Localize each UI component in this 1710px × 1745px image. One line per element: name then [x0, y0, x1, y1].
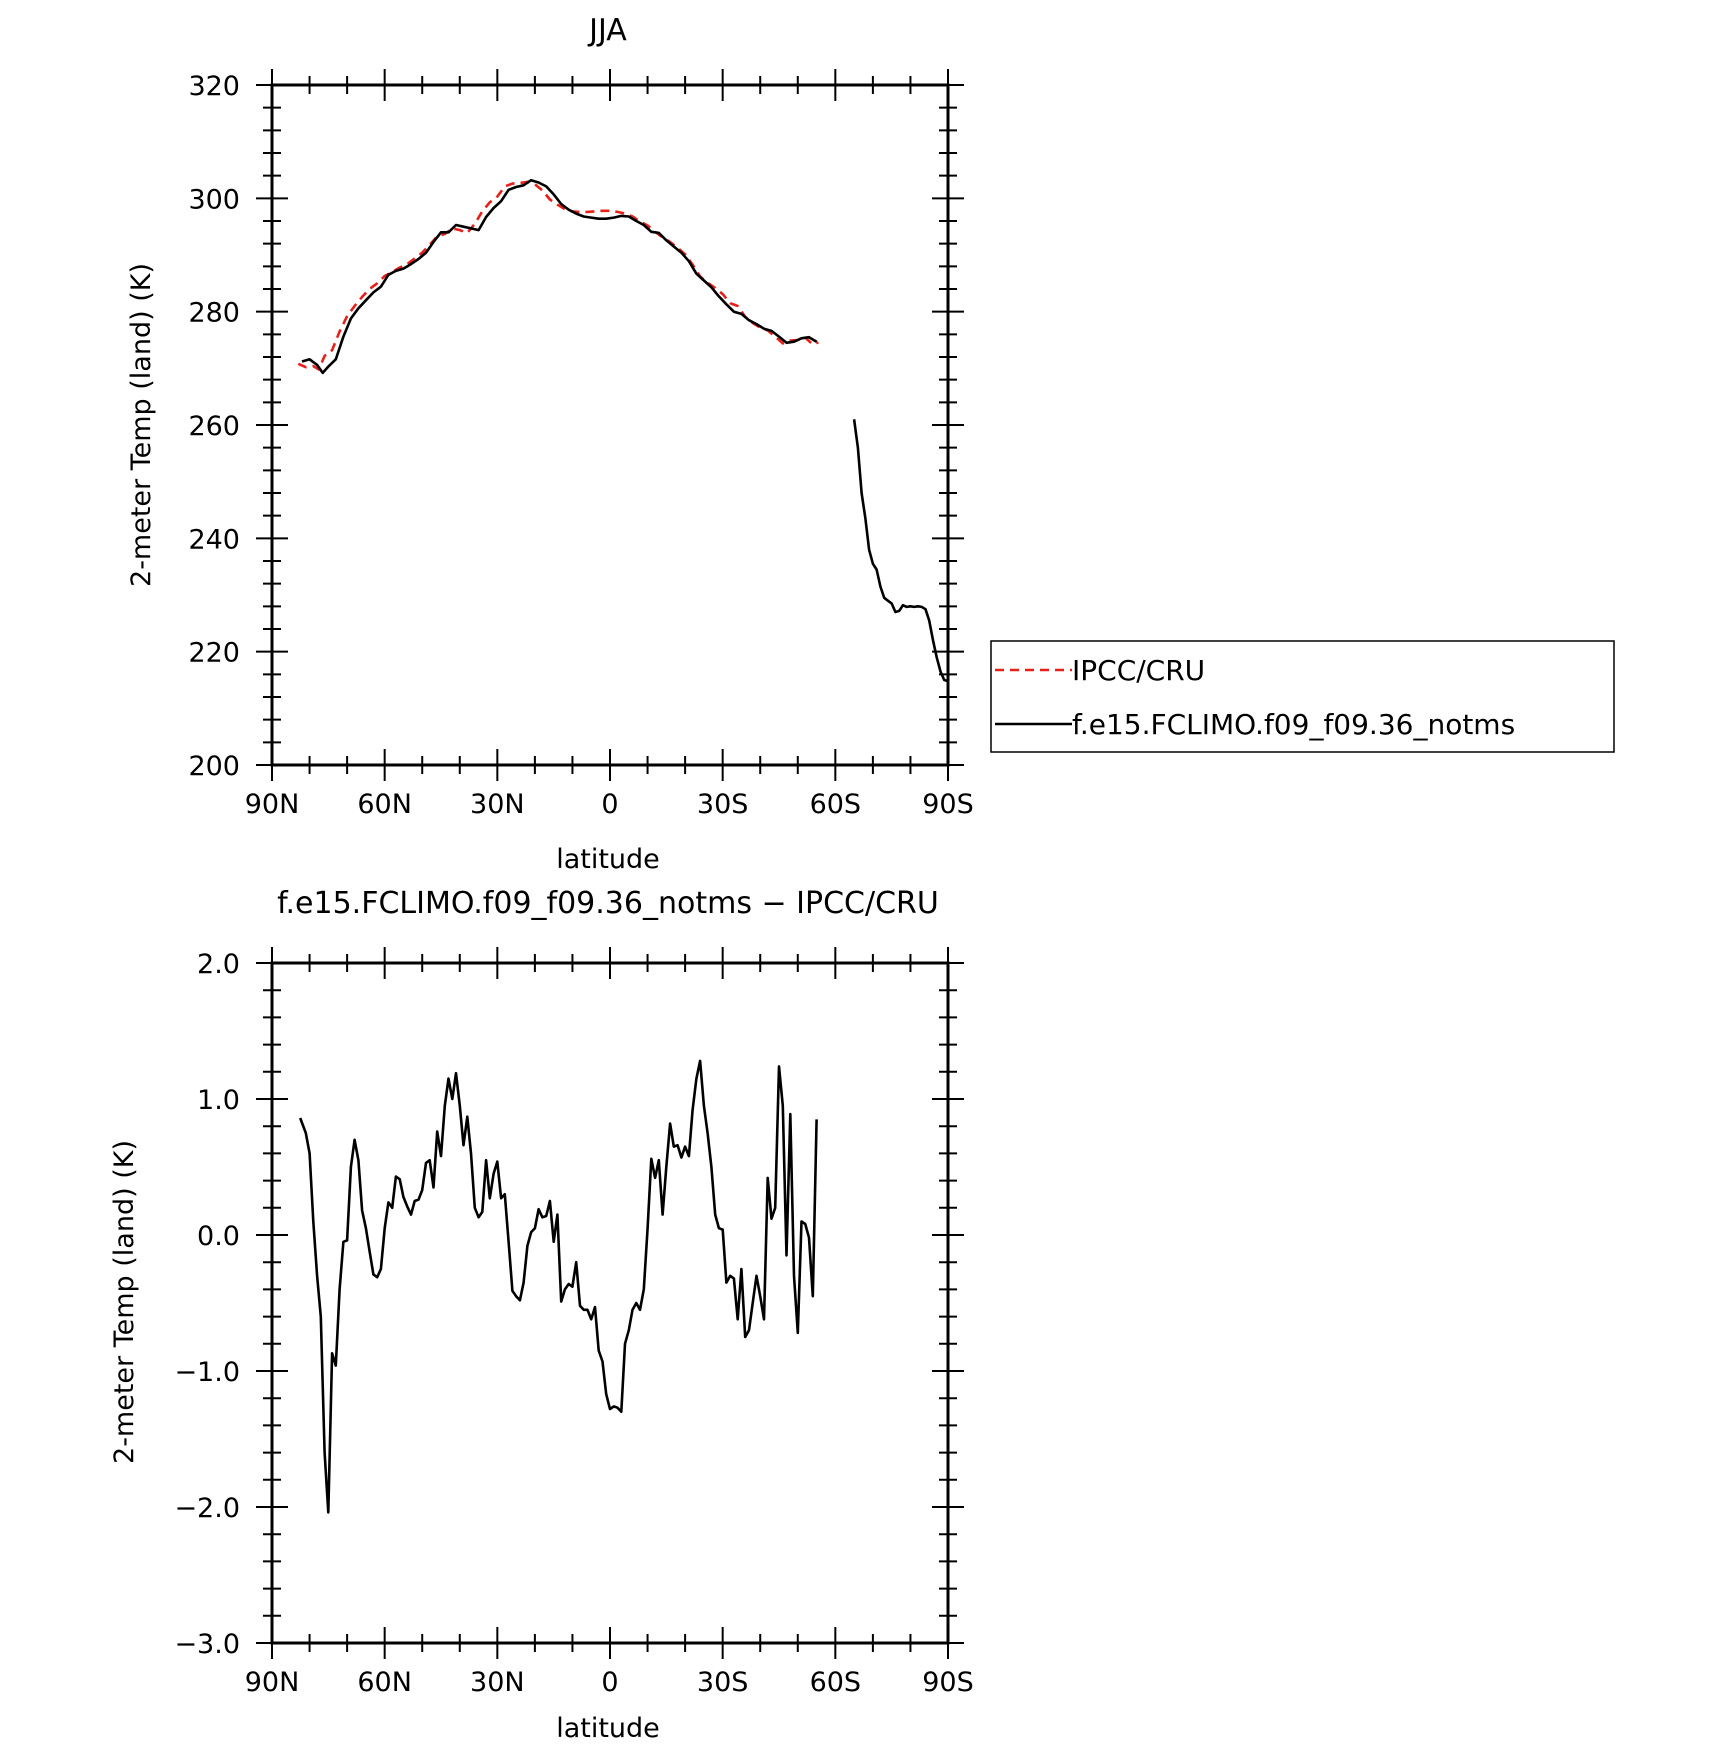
x-tick-label: 90S	[922, 789, 974, 820]
legend: IPCC/CRU f.e15.FCLIMO.f09_f09.36_notms	[990, 640, 1615, 753]
bottom-panel-series	[298, 1059, 818, 1514]
y-tick-label: 260	[188, 411, 240, 442]
x-tick-label: 30S	[697, 789, 749, 820]
y-tick-label: 0.0	[197, 1221, 240, 1252]
top-panel-frame	[270, 83, 950, 767]
y-tick-label: 240	[188, 524, 240, 555]
bottom-panel-ylabel: 2-meter Temp (land) (K)	[109, 1140, 140, 1464]
series-line-1-0	[298, 1059, 818, 1514]
series-line-0-2	[852, 419, 949, 683]
x-tick-label: 0	[601, 1667, 618, 1698]
y-tick-label: 280	[188, 298, 240, 329]
x-tick-label: 90N	[245, 789, 300, 820]
y-tick-label: 300	[188, 184, 240, 215]
y-tick-label: 220	[188, 638, 240, 669]
bottom-panel-title: f.e15.FCLIMO.f09_f09.36_notms − IPCC/CRU	[277, 886, 939, 921]
y-tick-label: −3.0	[174, 1629, 240, 1660]
y-tick-label: 2.0	[197, 949, 240, 980]
x-tick-label: 0	[601, 789, 618, 820]
top-panel-series	[297, 178, 949, 683]
x-tick-label: 30N	[470, 1667, 525, 1698]
legend-box	[990, 640, 1615, 753]
x-tick-label: 30N	[470, 789, 525, 820]
x-tick-label: 60S	[810, 789, 862, 820]
top-panel: JJA latitude 2-meter Temp (land) (K) 200…	[126, 13, 1615, 875]
series-line-0-1	[301, 178, 818, 375]
x-tick-label: 90N	[245, 1667, 300, 1698]
bottom-panel-xlabel: latitude	[556, 1713, 660, 1744]
bottom-panel-frame	[270, 961, 950, 1645]
y-tick-label: −1.0	[174, 1357, 240, 1388]
y-tick-label: 320	[188, 71, 240, 102]
y-tick-label: 200	[188, 751, 240, 782]
x-tick-label: 90S	[922, 1667, 974, 1698]
legend-entry-ipcc-cru: IPCC/CRU	[1072, 654, 1205, 687]
y-tick-label: 1.0	[197, 1085, 240, 1116]
y-tick-label: −2.0	[174, 1493, 240, 1524]
x-tick-label: 60S	[810, 1667, 862, 1698]
legend-entry-model: f.e15.FCLIMO.f09_f09.36_notms	[1072, 708, 1515, 741]
bottom-panel-ticks: −3.0 −2.0 −1.0 0.0 1.0 2.0 90N 60N 30N 0 30S 60S 90S	[174, 947, 974, 1698]
x-tick-label: 60N	[357, 1667, 412, 1698]
top-panel-ylabel: 2-meter Temp (land) (K)	[126, 263, 157, 587]
top-panel-ticks: 200 220 240 260 280 300 320 90N 60N 30N 0 30S 60S 90S	[188, 69, 974, 820]
top-panel-xlabel: latitude	[556, 844, 660, 875]
bottom-panel: f.e15.FCLIMO.f09_f09.36_notms − IPCC/CRU…	[109, 886, 974, 1744]
x-tick-label: 30S	[697, 1667, 749, 1698]
series-line-0-0	[297, 180, 819, 371]
top-panel-title: JJA	[587, 13, 627, 48]
x-tick-label: 60N	[357, 789, 412, 820]
